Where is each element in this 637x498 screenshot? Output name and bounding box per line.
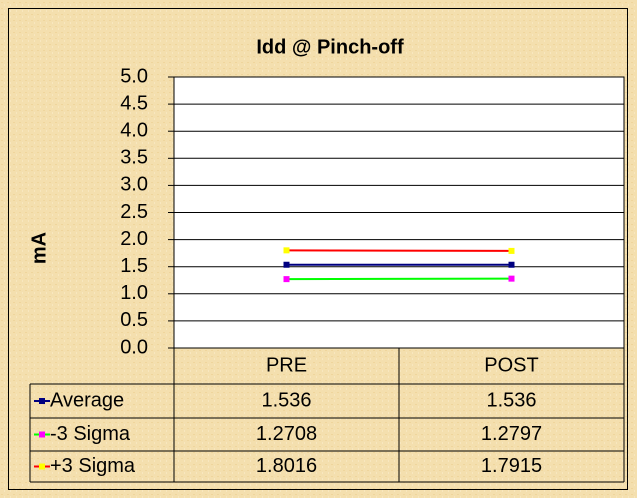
marker [508,247,515,254]
legend-label: +3 Sigma [50,455,136,477]
legend-key-marker [39,463,45,470]
y-tick-label: 3.5 [120,147,148,169]
legend-label: Average [50,389,124,411]
y-tick-label: 2.5 [120,201,148,223]
marker [283,247,290,254]
legend-key-marker [39,431,45,438]
chart-title: Idd @ Pinch-off [256,36,404,58]
y-tick-label: 3.0 [120,174,148,196]
table-value: 1.536 [486,389,536,411]
y-tick-label: 4.0 [120,119,148,141]
y-tick-label: 0.0 [120,336,148,358]
table-value: 1.7915 [481,455,542,477]
y-tick-label: 0.5 [120,309,148,331]
table-value: 1.2708 [256,423,317,445]
y-tick-label: 1.5 [120,255,148,277]
table-value: 1.8016 [256,455,317,477]
legend-key-marker [39,398,45,404]
y-tick-label: 4.5 [120,92,148,114]
marker [283,276,290,283]
y-tick-label: 5.0 [120,65,148,87]
table-value: 1.536 [261,389,311,411]
marker [508,275,515,282]
x-tick-label: PRE [266,354,307,376]
legend-label: -3 Sigma [50,423,131,445]
chart-border [8,8,628,490]
x-tick-label: POST [484,354,538,376]
marker [283,261,290,268]
y-axis-label: mA [28,232,50,264]
table-value: 1.2797 [481,423,542,445]
y-tick-label: 1.0 [120,282,148,304]
y-tick-label: 2.0 [120,228,148,250]
series-line [286,249,512,252]
marker [508,261,515,268]
